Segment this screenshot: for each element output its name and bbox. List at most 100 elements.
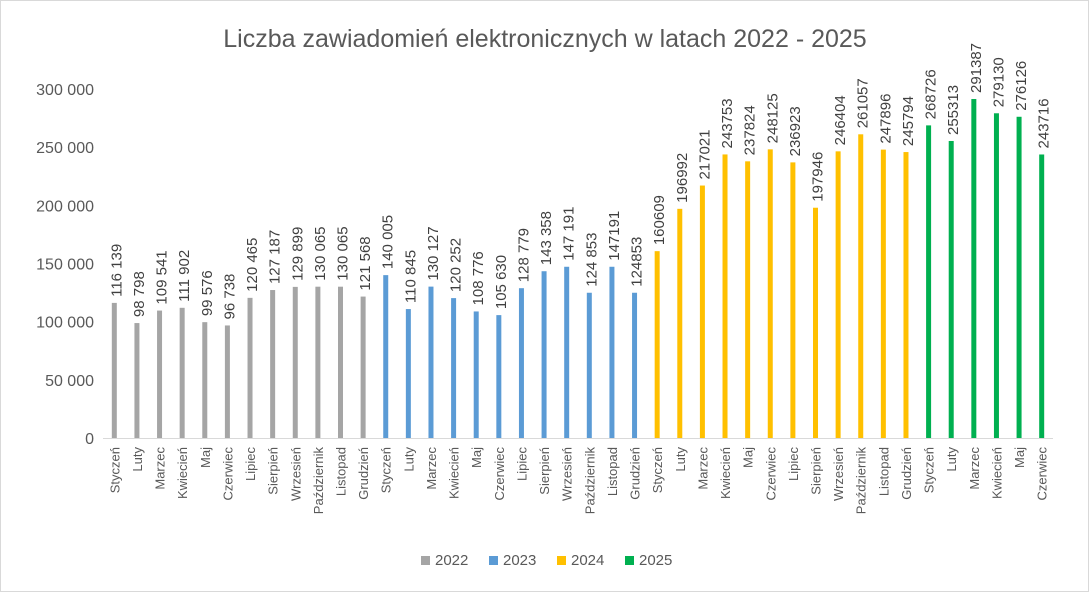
value-label: 261057: [855, 78, 872, 128]
bar: [948, 140, 954, 438]
value-label: 121 568: [357, 236, 374, 290]
bar: [315, 286, 321, 438]
bar: [292, 286, 298, 438]
y-axis: 0 50 000 100 000 150 000 200 000 250 000 300 0…: [36, 82, 94, 448]
legend-label: 2024: [571, 552, 604, 569]
legend-swatch: [625, 556, 634, 565]
bar: [767, 149, 773, 439]
x-tick-label: Czerwiec: [220, 447, 235, 501]
x-tick-label: Marzec: [967, 447, 982, 490]
bar: [134, 323, 140, 438]
bar: [111, 302, 117, 438]
value-label: 129 899: [289, 227, 306, 281]
value-label: 247896: [877, 94, 894, 144]
legend: 2022 2023 2024 2025: [421, 552, 672, 569]
x-tick-label: Lipiec: [514, 447, 529, 481]
value-label: 196992: [674, 153, 691, 203]
value-label: 243753: [719, 98, 736, 148]
bar: [270, 290, 276, 438]
y-tick-label: 50 000: [45, 373, 94, 390]
bar: [360, 296, 366, 438]
value-label: 217021: [696, 129, 713, 179]
bar: [451, 298, 457, 438]
x-tick-label: Marzec: [695, 447, 710, 490]
x-tick-label: Styczeń: [650, 447, 665, 493]
x-tick-label: Marzec: [153, 447, 168, 490]
x-tick-label: Październik: [311, 447, 326, 515]
value-label: 124853: [629, 237, 646, 287]
bar: [1016, 116, 1022, 438]
bar: [903, 152, 909, 439]
y-tick-label: 250 000: [36, 140, 94, 157]
x-tick-label: Styczeń: [379, 447, 394, 493]
bar: [609, 266, 615, 438]
value-label: 147 191: [561, 207, 578, 261]
x-tick-label: Październik: [582, 447, 597, 515]
legend-swatch: [489, 556, 498, 565]
bar: [247, 297, 253, 438]
value-label: 130 127: [425, 226, 442, 280]
x-tick-label: Sierpień: [537, 447, 552, 495]
y-tick-label: 100 000: [36, 315, 94, 332]
bar: [179, 307, 185, 438]
bar: [993, 113, 999, 439]
x-tick-label: Maj: [741, 447, 756, 468]
bar: [224, 325, 230, 438]
bar: [157, 310, 163, 438]
bar: [790, 162, 796, 438]
x-tick-label: Sierpień: [809, 447, 824, 495]
value-label: 255313: [945, 85, 962, 135]
bar: [383, 275, 389, 438]
x-tick-label: Wrzesień: [560, 447, 575, 501]
x-axis: Styczeń Luty Marzec Kwiecień Maj Czerwiec Lipi…: [103, 438, 1053, 515]
x-tick-label: Wrzesień: [831, 447, 846, 501]
y-tick-label: 300 000: [36, 82, 94, 99]
value-label: 279130: [990, 57, 1007, 107]
bar: [473, 311, 479, 438]
bar: [813, 207, 818, 438]
value-label: 127 187: [267, 230, 284, 284]
bar: [858, 134, 864, 438]
x-tick-label: Kwiecień: [718, 447, 733, 499]
value-label: 109 541: [154, 250, 171, 304]
value-label: 130 065: [335, 226, 352, 280]
x-tick-label: Listopad: [334, 447, 349, 496]
value-label: 147191: [606, 211, 623, 261]
value-label: 140 005: [380, 215, 397, 269]
value-label: 291387: [968, 43, 985, 93]
value-label: 246404: [832, 95, 849, 145]
bar: [202, 322, 208, 438]
value-label: 128 779: [515, 228, 532, 282]
value-label: 160609: [651, 195, 668, 245]
bar: [518, 288, 524, 438]
x-tick-label: Grudzień: [899, 447, 914, 500]
value-label: 120 465: [244, 238, 261, 292]
x-tick-label: Luty: [130, 447, 145, 472]
x-tick-label: Maj: [198, 447, 213, 468]
x-tick-label: Czerwiec: [763, 447, 778, 501]
x-tick-label: Kwiecień: [447, 447, 462, 499]
value-label: 143 358: [538, 211, 555, 265]
y-tick-label: 200 000: [36, 198, 94, 215]
value-label: 248125: [764, 93, 781, 143]
x-tick-label: Luty: [673, 447, 688, 472]
x-tick-label: Maj: [1012, 447, 1027, 468]
value-label: 111 902: [176, 250, 193, 302]
y-tick-label: 150 000: [36, 257, 94, 274]
value-label: 197946: [810, 152, 827, 202]
x-tick-label: Listopad: [876, 447, 891, 496]
value-label: 110 845: [402, 250, 419, 303]
bar: [926, 125, 932, 439]
legend-label: 2022: [435, 552, 468, 569]
bar: [677, 208, 683, 438]
legend-swatch: [421, 556, 430, 565]
value-label: 245794: [900, 96, 917, 146]
value-label: 108 776: [470, 251, 487, 305]
bar: [541, 271, 547, 438]
legend-label: 2025: [639, 552, 672, 569]
bar: [745, 161, 751, 438]
x-tick-label: Kwiecień: [989, 447, 1004, 499]
value-label: 116 139: [108, 244, 125, 297]
